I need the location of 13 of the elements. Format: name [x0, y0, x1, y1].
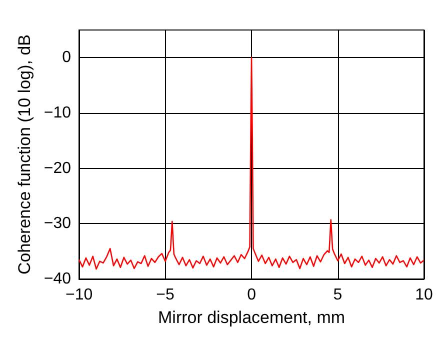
- x-tick-label: −5: [156, 286, 174, 304]
- x-axis-title: Mirror displacement, mm: [158, 308, 346, 327]
- x-tick-label: 0: [247, 286, 256, 304]
- y-tick-label: −40: [44, 270, 72, 288]
- x-tick-label: 10: [415, 286, 433, 304]
- y-tick-label: 0: [62, 49, 72, 66]
- y-tick-label: −20: [44, 160, 72, 177]
- y-tick-label: −10: [44, 104, 72, 122]
- x-tick-label: −10: [65, 286, 93, 304]
- y-axis-title: Coherence function (10 log), dB: [15, 34, 34, 275]
- y-tick-label: −30: [44, 215, 72, 232]
- line-series: [78, 57, 425, 270]
- x-tick-label: 5: [333, 286, 342, 304]
